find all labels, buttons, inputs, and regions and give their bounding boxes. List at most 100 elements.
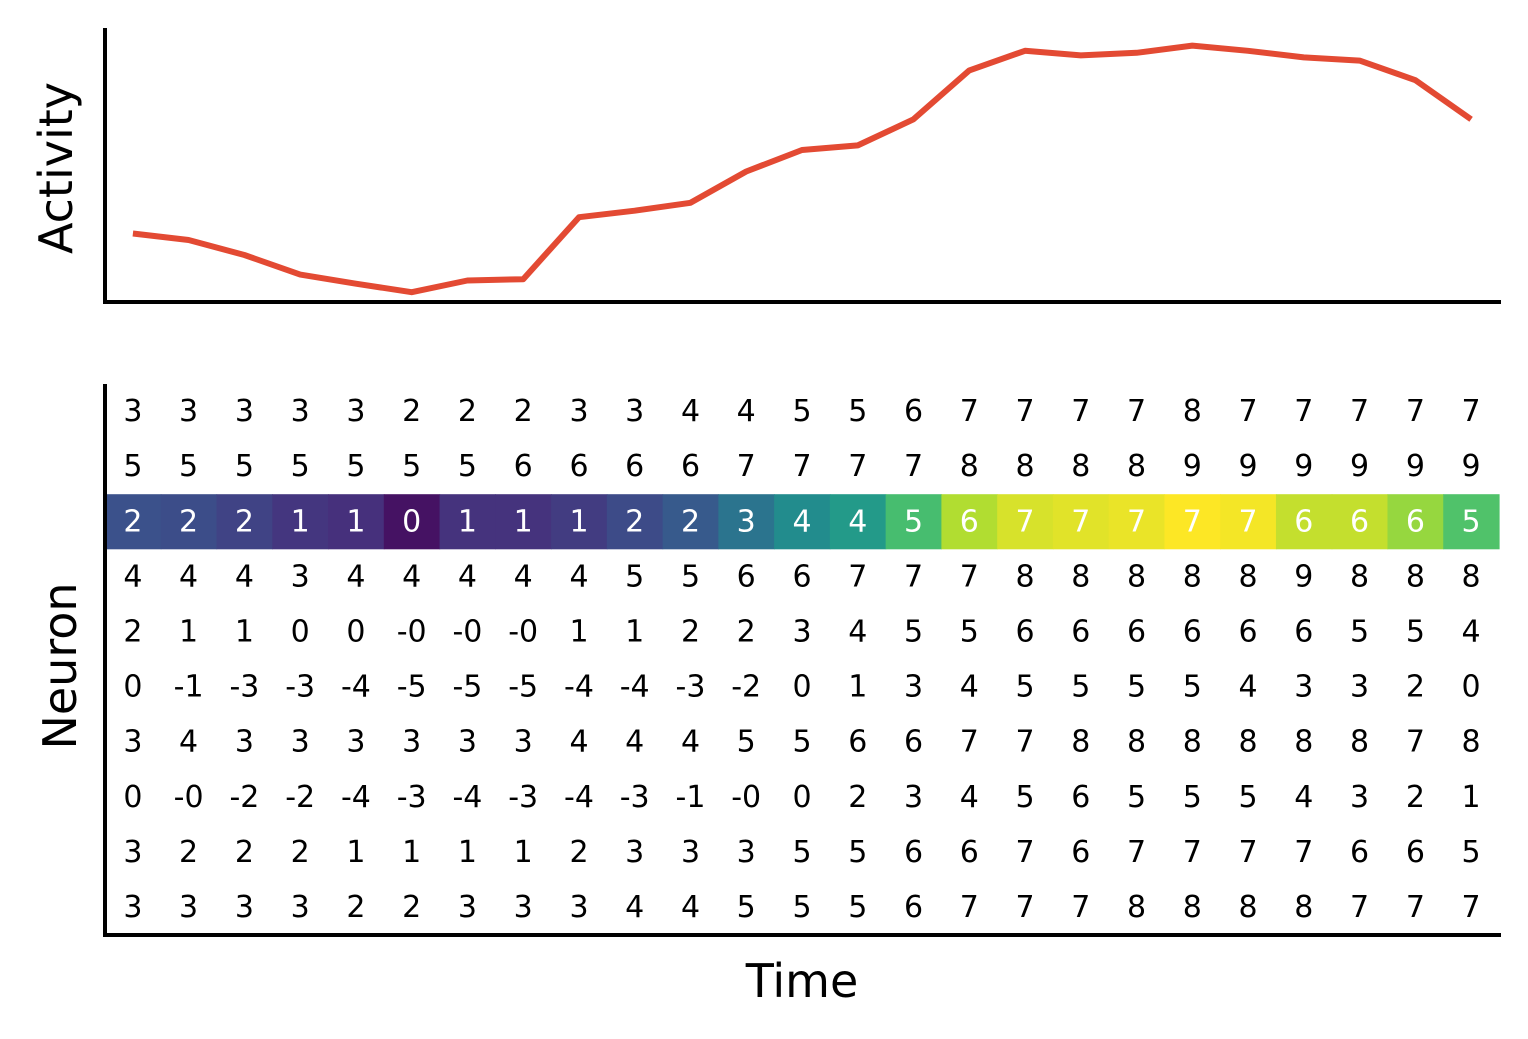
heatmap-cell-label: 7 bbox=[904, 449, 923, 484]
heatmap-cell-label: 4 bbox=[1239, 670, 1258, 705]
heatmap-cell-label: 0 bbox=[792, 670, 811, 705]
heatmap-cell-label: -3 bbox=[285, 670, 315, 705]
heatmap-cell-label: 3 bbox=[569, 890, 588, 925]
heatmap-cell bbox=[383, 494, 441, 550]
heatmap-cell-label: 6 bbox=[904, 725, 923, 760]
heatmap-cell-label: 3 bbox=[792, 615, 811, 650]
heatmap-cell-label: 4 bbox=[960, 780, 979, 815]
heatmap-cell-label: 2 bbox=[402, 890, 421, 925]
heatmap-cell-label: 2 bbox=[179, 504, 198, 539]
heatmap-cell-label: 2 bbox=[291, 835, 310, 870]
heatmap-cell-label: 5 bbox=[681, 559, 700, 594]
heatmap-cell-label: 6 bbox=[1127, 615, 1146, 650]
heatmap-cell-label: 2 bbox=[848, 780, 867, 815]
heatmap-cell-label: 8 bbox=[1183, 725, 1202, 760]
heatmap-cell-label: 8 bbox=[1294, 725, 1313, 760]
heatmap-cell-label: -1 bbox=[174, 670, 204, 705]
heatmap-cell-label: -0 bbox=[508, 615, 538, 650]
heatmap-cell-label: 4 bbox=[179, 725, 198, 760]
heatmap-cell-label: 3 bbox=[737, 504, 756, 539]
heatmap-cell-label: 5 bbox=[625, 559, 644, 594]
heatmap-cell-label: 3 bbox=[904, 670, 923, 705]
heatmap-cell-label: 1 bbox=[346, 835, 365, 870]
heatmap-cell-label: 6 bbox=[1406, 835, 1425, 870]
heatmap-cell-label: 3 bbox=[179, 890, 198, 925]
heatmap-cell-label: 7 bbox=[1183, 504, 1202, 539]
heatmap-cell bbox=[774, 494, 831, 550]
heatmap-cell-label: 7 bbox=[1127, 835, 1146, 870]
heatmap-cell-label: 7 bbox=[1294, 394, 1313, 429]
heatmap-cell-label: 7 bbox=[960, 559, 979, 594]
heatmap-cell-label: 3 bbox=[1350, 780, 1369, 815]
heatmap-cell-label: 2 bbox=[737, 615, 756, 650]
heatmap-cell-label: 2 bbox=[123, 504, 142, 539]
heatmap-cell-label: 9 bbox=[1294, 449, 1313, 484]
heatmap-cell-label: -4 bbox=[452, 780, 482, 815]
heatmap-cell-label: 8 bbox=[1127, 449, 1146, 484]
heatmap-cell-label: 0 bbox=[792, 780, 811, 815]
heatmap-cell-label: 7 bbox=[1071, 890, 1090, 925]
heatmap-cell-label: 3 bbox=[179, 394, 198, 429]
heatmap-cell-label: 7 bbox=[904, 559, 923, 594]
heatmap-cell-label: 4 bbox=[960, 670, 979, 705]
heatmap-cell-label: 0 bbox=[346, 615, 365, 650]
heatmap-cell-label: 6 bbox=[737, 559, 756, 594]
heatmap-cell-label: -2 bbox=[229, 780, 259, 815]
heatmap-cell-label: 5 bbox=[1015, 780, 1034, 815]
heatmap-cell-label: 8 bbox=[1127, 725, 1146, 760]
heatmap-cell-label: 2 bbox=[625, 504, 644, 539]
heatmap-cell-label: 4 bbox=[569, 559, 588, 594]
heatmap-cell bbox=[1164, 494, 1221, 550]
heatmap-cell-label: 6 bbox=[1294, 615, 1313, 650]
heatmap-cell-label: -5 bbox=[508, 670, 538, 705]
heatmap-cell-label: 8 bbox=[1071, 725, 1090, 760]
heatmap-cell-label: 7 bbox=[1127, 504, 1146, 539]
heatmap-cell-label: 4 bbox=[681, 394, 700, 429]
heatmap-cell-label: 3 bbox=[402, 725, 421, 760]
heatmap-cell-label: 8 bbox=[1239, 725, 1258, 760]
heatmap-cell-label: 1 bbox=[179, 615, 198, 650]
heatmap-cell-label: 4 bbox=[179, 559, 198, 594]
heatmap-cell-label: 8 bbox=[1127, 890, 1146, 925]
heatmap-cell-label: 8 bbox=[1071, 559, 1090, 594]
heatmap-cell-label: 5 bbox=[1350, 615, 1369, 650]
heatmap-cell bbox=[160, 494, 218, 550]
heatmap-cell-label: 7 bbox=[848, 449, 867, 484]
heatmap-cell-label: 7 bbox=[1350, 890, 1369, 925]
heatmap-cell-label: 1 bbox=[346, 504, 365, 539]
heatmap-cell-label: 5 bbox=[1239, 780, 1258, 815]
heatmap-cell-label: 3 bbox=[514, 890, 533, 925]
heatmap-cell-label: 7 bbox=[1239, 504, 1258, 539]
heatmap-cell-label: 8 bbox=[960, 449, 979, 484]
heatmap-cell-label: 7 bbox=[792, 449, 811, 484]
heatmap-cell bbox=[1108, 494, 1166, 550]
heatmap-cell-label: 4 bbox=[1294, 780, 1313, 815]
heatmap-cells bbox=[105, 494, 1500, 550]
heatmap-cell bbox=[606, 494, 664, 550]
heatmap-cell-label: 8 bbox=[1462, 725, 1481, 760]
heatmap-cell-label: 5 bbox=[1462, 504, 1481, 539]
heatmap-cell-label: 4 bbox=[346, 559, 365, 594]
heatmap-cell-label: 2 bbox=[1406, 670, 1425, 705]
heatmap-cell-label: 2 bbox=[235, 504, 254, 539]
heatmap-cell-label: 2 bbox=[402, 394, 421, 429]
heatmap-cell-label: 3 bbox=[1294, 670, 1313, 705]
heatmap-cell-label: 8 bbox=[1183, 394, 1202, 429]
heatmap-cell-label: 4 bbox=[848, 504, 867, 539]
heatmap-cell-label: 5 bbox=[1127, 780, 1146, 815]
heatmap-cell-label: 4 bbox=[848, 615, 867, 650]
heatmap-cell-label: 7 bbox=[1294, 835, 1313, 870]
heatmap-cell-label: 5 bbox=[346, 449, 365, 484]
heatmap-cell-label: 4 bbox=[792, 504, 811, 539]
heatmap-cell-label: 7 bbox=[1350, 394, 1369, 429]
heatmap-cell-label: -3 bbox=[229, 670, 259, 705]
heatmap-cell-label: 3 bbox=[681, 835, 700, 870]
heatmap-cell-label: 3 bbox=[291, 394, 310, 429]
heatmap-cell-label: 3 bbox=[458, 890, 477, 925]
heatmap-cell-label: 6 bbox=[1239, 615, 1258, 650]
heatmap-cell-label: 3 bbox=[346, 725, 365, 760]
heatmap-cell bbox=[439, 494, 496, 550]
heatmap-cell-label: 4 bbox=[737, 394, 756, 429]
heatmap-cell-label: 5 bbox=[904, 504, 923, 539]
heatmap-cell-label: 6 bbox=[1183, 615, 1202, 650]
